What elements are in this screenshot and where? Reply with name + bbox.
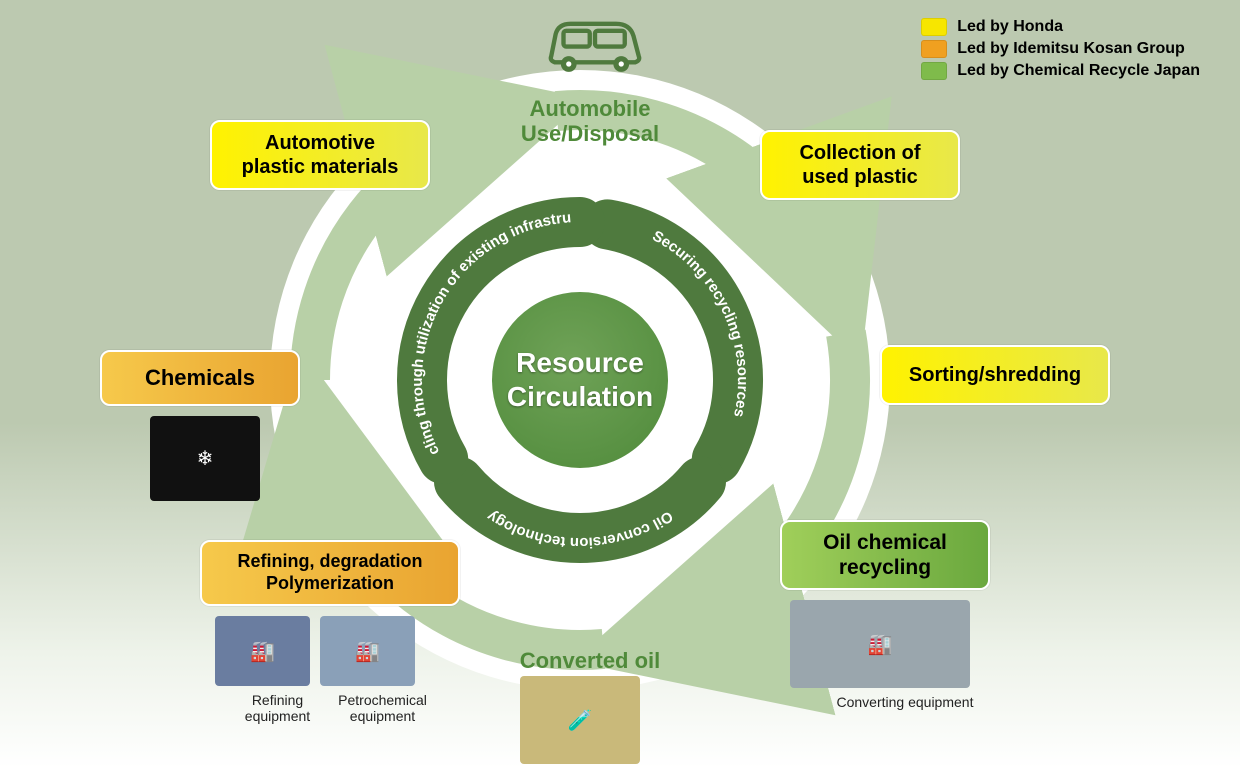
node-auto_plastic: Automotiveplastic materials xyxy=(210,120,430,190)
node-oil_chem: Oil chemicalrecycling xyxy=(780,520,990,590)
center-title: ResourceCirculation xyxy=(492,292,668,468)
legend-row: Led by Honda xyxy=(921,18,1200,36)
image-conv_oil: 🧪 xyxy=(520,676,640,764)
image-petro_eq: 🏭 xyxy=(320,616,415,686)
stage-label-bottom: Converted oil xyxy=(510,648,670,673)
caption-conv_eq: Converting equipment xyxy=(800,694,1010,710)
legend: Led by Honda Led by Idemitsu Kosan Group L… xyxy=(921,18,1200,84)
node-chemicals: Chemicals xyxy=(100,350,300,406)
stage-label-top: AutomobileUse/Disposal xyxy=(510,96,670,147)
node-refining: Refining, degradationPolymerization xyxy=(200,540,460,606)
legend-row: Led by Chemical Recycle Japan xyxy=(921,62,1200,80)
image-conv_eq: 🏭 xyxy=(790,600,970,688)
node-collection: Collection ofused plastic xyxy=(760,130,960,200)
caption-petro_eq: Petrochemicalequipment xyxy=(320,692,445,724)
image-chemicals_img: ❄ xyxy=(150,416,260,501)
image-refine_eq: 🏭 xyxy=(215,616,310,686)
node-sorting: Sorting/shredding xyxy=(880,345,1110,405)
legend-row: Led by Idemitsu Kosan Group xyxy=(921,40,1200,58)
car-icon xyxy=(540,8,650,78)
